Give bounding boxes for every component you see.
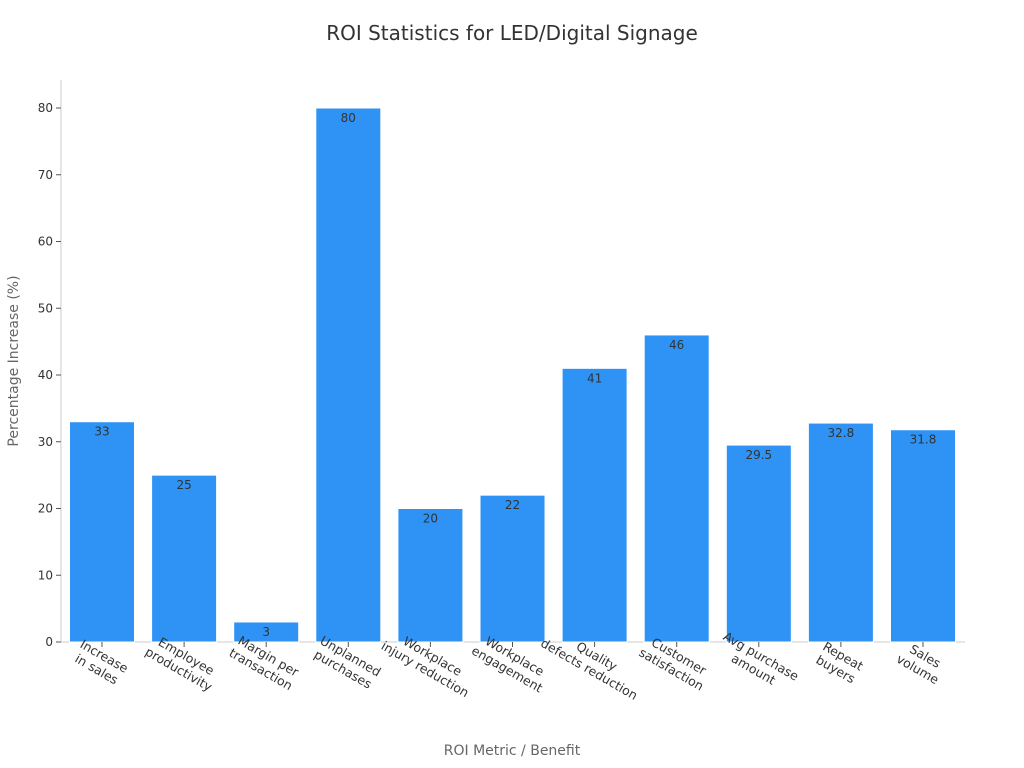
bar-value-label: 3 [262, 625, 270, 639]
bar-value-label: 31.8 [910, 433, 937, 447]
x-axis-title: ROI Metric / Benefit [444, 743, 581, 759]
bar[interactable] [890, 429, 956, 643]
bar[interactable] [479, 494, 546, 643]
y-tick-label: 20 [38, 502, 53, 516]
bar-value-label: 20 [423, 512, 438, 526]
y-tick-label: 60 [38, 235, 53, 249]
bar[interactable] [561, 367, 628, 643]
bar-value-label: 32.8 [828, 426, 855, 440]
y-tick-label: 0 [45, 635, 53, 649]
y-tick-label: 30 [38, 435, 53, 449]
bar[interactable] [725, 444, 792, 643]
bar-value-label: 22 [505, 498, 520, 512]
bar[interactable] [315, 107, 382, 643]
chart-title: ROI Statistics for LED/Digital Signage [326, 21, 698, 45]
bars-group [69, 107, 956, 643]
y-tick-label: 10 [38, 568, 53, 582]
bar[interactable] [397, 508, 464, 643]
bar-value-label: 33 [94, 425, 109, 439]
category-label: Salesvolume [894, 638, 949, 687]
bar-value-label: 41 [587, 371, 602, 385]
bar-value-label: 80 [341, 111, 356, 125]
bar-value-label: 25 [176, 478, 191, 492]
y-tick-label: 70 [38, 168, 53, 182]
bar[interactable] [807, 422, 874, 643]
y-axis-title: Percentage Increase (%) [6, 275, 22, 446]
y-tick-label: 50 [38, 301, 53, 315]
y-axis-ticks: 0 10 20 30 40 50 60 70 80 [38, 101, 61, 649]
bar-value-label: 29.5 [745, 448, 772, 462]
y-tick-label: 40 [38, 368, 53, 382]
bar[interactable] [643, 334, 710, 643]
bar-value-label: 46 [669, 338, 684, 352]
category-label: Increasein sales [70, 636, 131, 689]
bar[interactable] [151, 474, 218, 643]
bar[interactable] [69, 421, 135, 643]
category-label: Repeatbuyers [813, 639, 866, 687]
data-labels-group: 33 25 3 80 20 22 41 46 29.5 32.8 31.8 [94, 111, 936, 639]
y-tick-label: 80 [38, 101, 53, 115]
